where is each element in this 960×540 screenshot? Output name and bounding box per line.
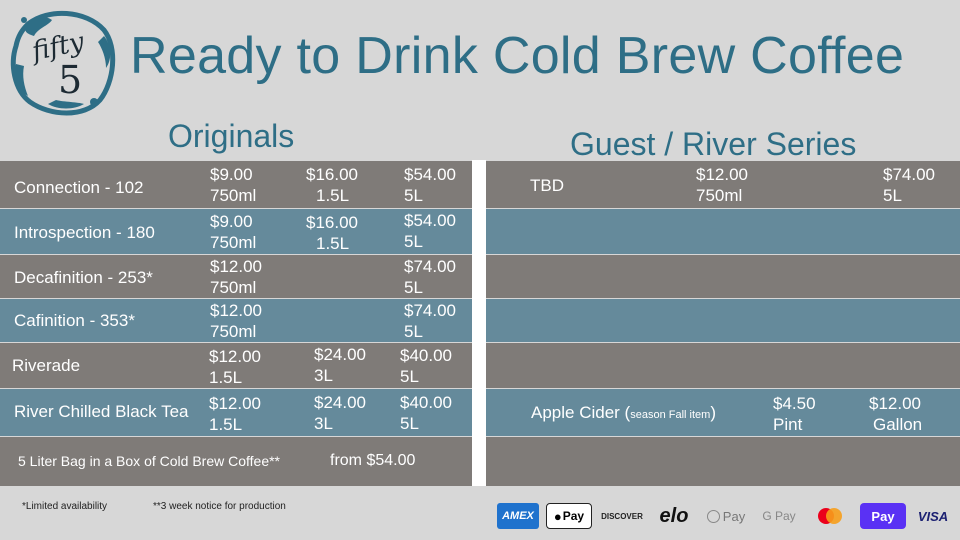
originals-row: Cafinition - 353* $12.00 750ml $74.00 5L: [0, 299, 472, 342]
bag-in-box-row: 5 Liter Bag in a Box of Cold Brew Coffee…: [0, 437, 472, 486]
product-name-text: Apple Cider (: [531, 403, 631, 422]
size: Gallon: [873, 415, 923, 434]
google-pay-icon: G Pay: [758, 503, 800, 529]
size: Pint: [773, 415, 803, 434]
size: 5L: [404, 278, 423, 297]
price: $74.00: [404, 257, 456, 276]
logo-splash-icon: [10, 10, 116, 116]
size: 1.5L: [209, 415, 243, 434]
product-name: TBD: [530, 176, 564, 195]
visa-icon: VISA: [913, 503, 953, 529]
footnote-limited: *Limited availability: [22, 501, 108, 512]
fifty-5-logo: fifty 5: [8, 6, 116, 118]
size: 750ml: [210, 233, 257, 252]
guest-row: [486, 299, 960, 342]
shop-pay-icon: Pay: [860, 503, 906, 529]
product-note: season Fall item: [630, 409, 711, 421]
apple-pay-icon: ● Pay: [546, 503, 592, 529]
samsung-pay-label: Pay: [722, 508, 746, 524]
size: 1.5L: [316, 234, 350, 253]
product-name: Cafinition - 353*: [14, 311, 135, 330]
originals-heading: Originals: [168, 118, 295, 154]
price: $12.00: [209, 347, 261, 366]
amex-label: AMEX: [502, 510, 534, 522]
guest-row: [486, 255, 960, 298]
price: $40.00: [400, 346, 452, 365]
size: 3L: [314, 366, 333, 385]
bag-in-box-label: 5 Liter Bag in a Box of Cold Brew Coffee…: [18, 453, 281, 469]
guest-row: Apple Cider (season Fall item) $4.50 Pin…: [486, 389, 960, 436]
price: $12.00: [869, 394, 921, 413]
product-name: River Chilled Black Tea: [14, 402, 189, 421]
size: 750ml: [210, 322, 257, 341]
product-name: Connection - 102: [14, 178, 144, 197]
amex-icon: AMEX: [497, 503, 539, 529]
size: 3L: [314, 414, 333, 433]
mastercard-circles: [818, 508, 842, 524]
visa-label: VISA: [917, 508, 949, 524]
size: 750ml: [210, 278, 257, 297]
footnote-notice: **3 week notice for production: [153, 501, 286, 512]
samsung-pay-icon: Pay: [702, 503, 750, 529]
guest-row: [486, 343, 960, 388]
elo-icon: elo: [655, 503, 693, 529]
originals-row: Introspection - 180 $9.00 750ml $16.00 1…: [0, 209, 472, 254]
price: $16.00: [306, 213, 358, 232]
guest-row: TBD $12.00 750ml $74.00 5L: [486, 161, 960, 208]
price: $9.00: [210, 165, 253, 184]
elo-label: elo: [659, 504, 689, 527]
apple-logo: ●: [553, 508, 562, 524]
product-name: Apple Cider (season Fall item): [531, 402, 716, 426]
price: $54.00: [404, 211, 456, 230]
size: 5L: [400, 414, 419, 433]
product-name: Decafinition - 253*: [14, 268, 153, 287]
price: $4.50: [773, 394, 816, 413]
logo-number: 5: [58, 58, 83, 102]
size: 1.5L: [316, 186, 350, 205]
originals-row: Riverade $12.00 1.5L $24.00 3L $40.00 5L: [0, 343, 472, 388]
price: $54.00: [404, 165, 456, 184]
column-divider: [472, 160, 486, 486]
discover-label: DISCOVER: [601, 511, 643, 521]
size: 1.5L: [209, 368, 243, 387]
originals-row: Connection - 102 $9.00 750ml $16.00 1.5L…: [0, 161, 472, 208]
price: $40.00: [400, 393, 452, 412]
mastercard-icon: mastercard: [812, 503, 848, 529]
price: $12.00: [210, 257, 262, 276]
price: $24.00: [314, 393, 366, 412]
size: 750ml: [696, 186, 743, 205]
size: 750ml: [210, 186, 257, 205]
guest-row: [486, 437, 960, 486]
price: $24.00: [314, 345, 366, 364]
product-name: Introspection - 180: [14, 223, 155, 242]
product-name: Riverade: [12, 356, 81, 375]
price: $12.00: [696, 165, 748, 184]
size: 5L: [404, 186, 423, 205]
discover-icon: DISCOVER: [598, 503, 646, 529]
google-pay-label: G Pay: [762, 509, 796, 523]
originals-row: River Chilled Black Tea $12.00 1.5L $24.…: [0, 389, 472, 436]
apple-pay-label: Pay: [562, 509, 585, 523]
originals-row: Decafinition - 253* $12.00 750ml $74.00 …: [0, 255, 472, 298]
price: $9.00: [210, 212, 253, 231]
bag-in-box-price: from $54.00: [330, 452, 416, 469]
price: $74.00: [404, 301, 456, 320]
price: $12.00: [210, 301, 262, 320]
size: 5L: [404, 322, 423, 341]
page-title: Ready to Drink Cold Brew Coffee: [130, 27, 905, 85]
size: 5L: [400, 367, 419, 386]
price: $16.00: [306, 165, 358, 184]
guest-heading: Guest / River Series: [570, 126, 857, 162]
price: $12.00: [209, 394, 261, 413]
price: $74.00: [883, 165, 935, 184]
product-name-close: ): [710, 403, 716, 422]
samsung-circle: [706, 509, 720, 523]
guest-row: [486, 209, 960, 254]
size: 5L: [404, 232, 423, 251]
size: 5L: [883, 186, 902, 205]
shop-pay-label: Pay: [871, 508, 895, 524]
